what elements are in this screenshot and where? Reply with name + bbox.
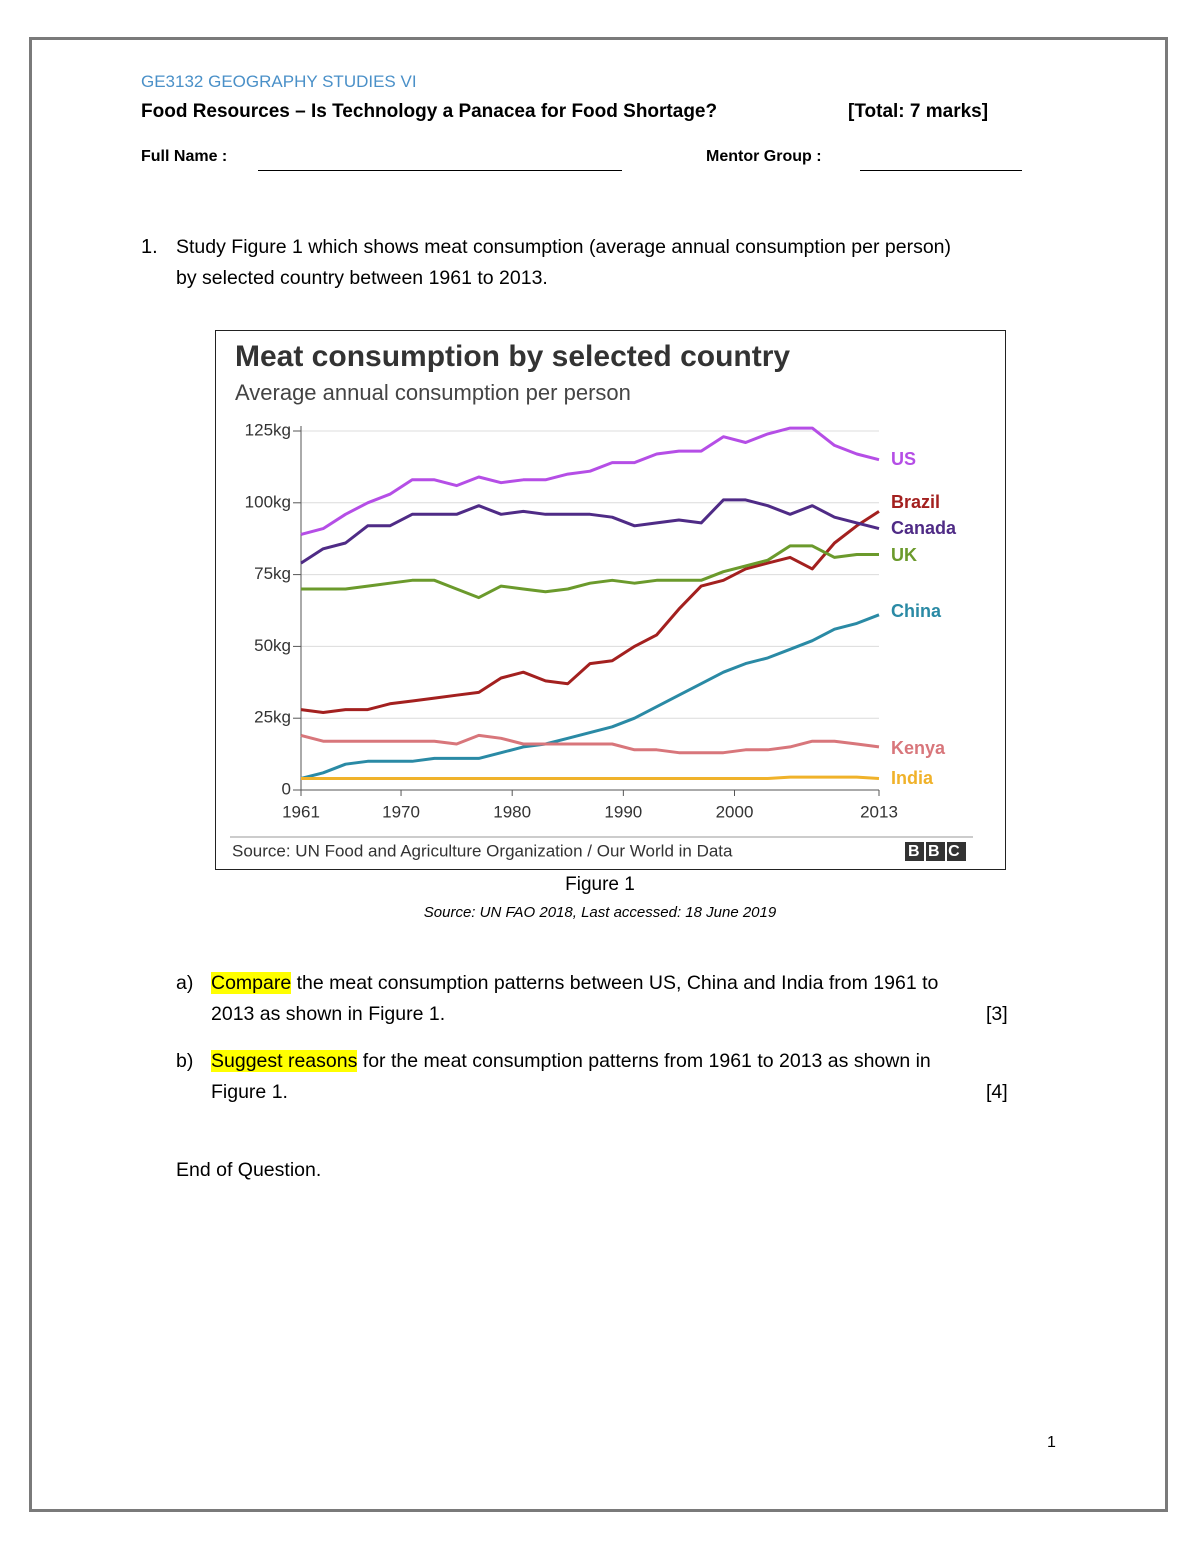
question-line: by selected country between 1961 to 2013…	[176, 267, 548, 289]
series-label: US	[891, 449, 916, 469]
y-tick-label: 125kg	[245, 420, 291, 439]
page-border	[29, 37, 1168, 1512]
series-label: China	[891, 601, 942, 621]
chart-title: Meat consumption by selected country	[235, 340, 790, 373]
x-tick-label: 1961	[282, 802, 320, 821]
name-label: Full Name :	[141, 148, 228, 165]
part-line: Compare the meat consumption patterns be…	[211, 972, 938, 995]
course-code: GE3132 GEOGRAPHY STUDIES VI	[141, 72, 417, 91]
series-label: Brazil	[891, 492, 940, 512]
y-tick-label: 50kg	[254, 636, 291, 655]
page-number: 1	[1047, 1434, 1056, 1451]
series-line	[300, 498, 880, 565]
series-line	[301, 544, 879, 600]
logo-box	[905, 842, 924, 861]
part-label: a)	[176, 972, 194, 994]
part-text: for the meat consumption patterns from 1…	[362, 1050, 931, 1072]
y-tick-label: 75kg	[254, 564, 291, 583]
question-line: Study Figure 1 which shows meat consumpt…	[176, 236, 952, 258]
series-line	[301, 775, 880, 780]
y-tick-label: 25kg	[254, 708, 291, 727]
worksheet-title: Food Resources – Is Technology a Panacea…	[141, 101, 718, 122]
mentor-label: Mentor Group :	[706, 148, 822, 165]
chart-subtitle: Average annual consumption per person	[235, 380, 631, 405]
chart-frame	[215, 330, 1006, 870]
name-field[interactable]	[258, 170, 622, 171]
x-tick-label: 1970	[382, 802, 420, 821]
chart: Meat consumption by selected country Ave…	[215, 330, 1006, 870]
figure-source: Source: UN FAO 2018, Last accessed: 18 J…	[423, 904, 777, 921]
series-label: Canada	[891, 518, 957, 538]
series-label: Kenya	[891, 738, 946, 758]
figure-caption: Figure 1	[565, 874, 635, 895]
part-marks: [3]	[986, 1003, 1008, 1025]
series-line	[300, 510, 880, 714]
mentor-field[interactable]	[860, 170, 1022, 171]
part-marks: [4]	[986, 1081, 1008, 1103]
series-label: UK	[891, 545, 917, 565]
end-note: End of Question.	[176, 1159, 322, 1181]
part-label: b)	[176, 1050, 194, 1072]
logo-box	[947, 842, 966, 861]
logo-box	[926, 842, 945, 861]
part-text: the meat consumption patterns between US…	[296, 972, 939, 994]
y-tick-label: 0	[282, 779, 291, 798]
series-line	[300, 613, 880, 780]
x-tick-label: 1980	[493, 802, 531, 821]
part-line: Suggest reasons for the meat consumption…	[211, 1050, 931, 1073]
part-text: 2013 as shown in Figure 1.	[211, 1003, 446, 1025]
logo: BBC	[905, 842, 968, 861]
y-tick-label: 100kg	[245, 492, 291, 511]
x-tick-label: 1990	[604, 802, 642, 821]
logo-text: BBC	[908, 843, 968, 860]
series-line	[300, 426, 880, 536]
part-text: Figure 1.	[211, 1081, 288, 1103]
chart-source: Source: UN Food and Agriculture Organiza…	[232, 841, 733, 860]
command-word: Suggest reasons	[211, 1050, 358, 1072]
series-line	[300, 733, 880, 755]
series-label: India	[891, 768, 934, 788]
command-word: Compare	[211, 972, 292, 994]
question-number: 1.	[141, 236, 158, 258]
total-marks: [Total: 7 marks]	[848, 101, 989, 122]
x-tick-label: 2000	[716, 802, 754, 821]
x-tick-label: 2013	[860, 802, 898, 821]
